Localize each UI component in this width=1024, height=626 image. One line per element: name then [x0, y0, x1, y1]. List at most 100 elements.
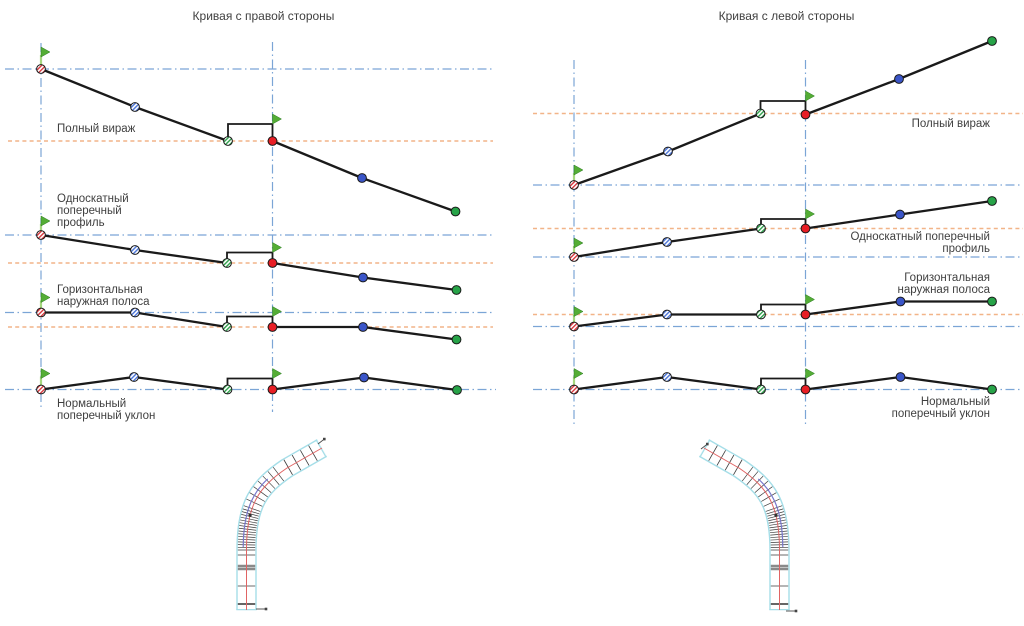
row-label: Односкатный поперечный профиль	[850, 231, 990, 255]
marker-hatched-green	[755, 108, 766, 119]
marker-hatched-blue	[662, 372, 672, 382]
marker-hatched-blue	[662, 309, 672, 320]
profile-row	[5, 215, 493, 295]
row-label-line: Односкатный поперечный	[850, 231, 990, 243]
marker-solid-red	[267, 384, 278, 395]
flag-icon	[40, 368, 51, 379]
flag-icon	[272, 368, 283, 379]
profile-row	[533, 36, 1023, 190]
marker-solid-blue	[358, 272, 368, 283]
marker-hatched-green	[756, 223, 766, 234]
marker-solid-green	[451, 285, 462, 295]
row-label-line: профиль	[942, 243, 990, 255]
marker-hatched-blue	[663, 146, 673, 157]
marker-hatched-blue	[662, 237, 672, 247]
flag-icon	[573, 237, 584, 249]
marker-solid-blue	[894, 74, 904, 84]
marker-hatched-blue	[130, 102, 140, 112]
row-label-line: профиль	[57, 217, 105, 229]
profile-row	[5, 46, 493, 217]
marker-hatched-green	[756, 384, 766, 395]
row-label-line: наружная полоса	[897, 284, 990, 296]
row-label-line: Горизонтальная	[57, 284, 143, 296]
step-connector	[760, 303, 807, 315]
flag-icon	[272, 306, 283, 317]
row-label-line: Полный вираж	[911, 118, 990, 130]
road-centerline	[703, 447, 780, 610]
slope-profile-line	[40, 67, 456, 213]
diagram-panel-right	[533, 36, 1023, 427]
flag-icon	[272, 113, 283, 125]
station-annotation-dot	[794, 609, 798, 613]
marker-solid-red	[267, 258, 278, 268]
station-dot	[774, 513, 778, 517]
step-connector	[759, 100, 807, 115]
row-label-line: наружная полоса	[57, 296, 150, 308]
marker-hatched-blue	[130, 245, 140, 255]
marker-solid-red	[267, 322, 278, 332]
marker-solid-green	[987, 296, 997, 307]
marker-hatched-red	[569, 252, 579, 262]
marker-hatched-green	[222, 384, 233, 395]
marker-solid-green	[987, 196, 997, 206]
marker-hatched-green	[222, 322, 232, 332]
outer-edge-guideline	[242, 478, 269, 548]
row-label-line: Полный вираж	[57, 123, 136, 135]
step-connector	[226, 377, 274, 390]
road-plan-view	[236, 439, 328, 611]
outer-edge-guideline	[757, 478, 784, 548]
marker-hatched-red	[36, 384, 46, 395]
marker-solid-blue	[358, 322, 368, 332]
marker-solid-green	[452, 385, 462, 395]
row-label-line: поперечный	[57, 205, 122, 217]
row-label-line: поперечный уклон	[57, 410, 156, 422]
marker-hatched-red	[569, 384, 579, 395]
row-label: Нормальный поперечный уклон	[892, 396, 990, 420]
profile-row	[5, 292, 493, 345]
step-connector	[760, 218, 807, 229]
marker-solid-blue	[895, 209, 905, 220]
row-label-line: поперечный уклон	[891, 408, 990, 420]
row-label: Горизонтальная наружная полоса	[897, 272, 990, 296]
step-connector	[226, 315, 274, 327]
marker-solid-green	[987, 384, 997, 395]
marker-solid-red	[800, 223, 811, 234]
row-label: Нормальный поперечный уклон	[57, 398, 155, 422]
road-centerline	[246, 447, 323, 610]
marker-hatched-red	[36, 64, 46, 74]
station-annotation-dot	[706, 442, 709, 446]
station-annotation-dot	[323, 437, 326, 441]
flag-icon	[805, 368, 816, 379]
row-label: Односкатный поперечный профиль	[57, 193, 129, 229]
flag-icon	[573, 164, 584, 176]
marker-solid-red	[800, 384, 811, 395]
step-connector	[226, 251, 274, 263]
marker-hatched-blue	[130, 307, 140, 318]
marker-hatched-green	[222, 258, 232, 268]
marker-solid-blue	[357, 173, 367, 183]
flag-icon	[272, 242, 283, 253]
marker-hatched-red	[36, 230, 46, 240]
marker-solid-red	[800, 109, 811, 120]
right-diagram-title: Кривая с левой стороны	[718, 9, 855, 23]
flag-icon	[573, 306, 584, 317]
profile-row	[533, 294, 1023, 332]
row-label: Горизонтальная наружная полоса	[57, 284, 150, 308]
marker-hatched-red	[569, 180, 579, 190]
row-label: Полный вираж	[57, 123, 135, 135]
flag-icon	[805, 90, 816, 102]
profile-row	[533, 368, 1023, 395]
station-annotation-dot	[264, 607, 268, 611]
marker-solid-blue	[895, 296, 906, 307]
flag-icon	[40, 215, 51, 227]
flag-icon	[40, 46, 51, 58]
marker-hatched-blue	[129, 372, 139, 382]
left-diagram-title: Кривая с правой стороны	[192, 9, 335, 23]
marker-hatched-red	[569, 321, 579, 332]
marker-hatched-green	[756, 309, 766, 320]
marker-solid-blue	[895, 372, 906, 382]
marker-solid-red	[800, 309, 811, 320]
flag-icon	[573, 368, 584, 379]
